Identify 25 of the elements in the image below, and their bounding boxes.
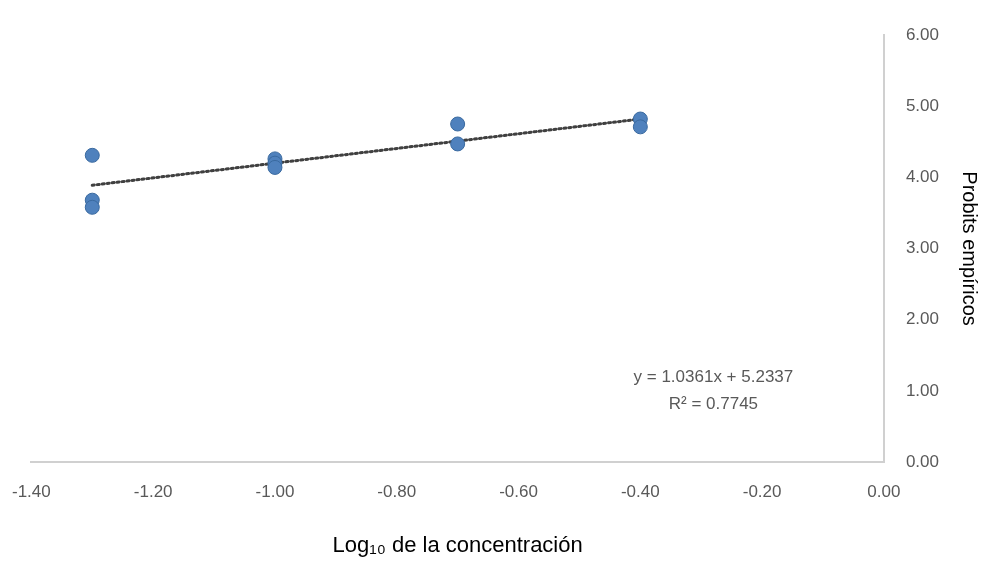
y-tick-label: 1.00 [905, 380, 940, 400]
x-tick-label: -0.80 [377, 482, 417, 502]
y-tick-label: 3.00 [905, 238, 940, 258]
point [267, 159, 283, 175]
y-tick-label: 5.00 [905, 95, 940, 115]
y-tick-label: 2.00 [905, 309, 940, 329]
x-tick-label: -0.40 [620, 482, 660, 502]
x-tick-label: 0.00 [867, 482, 901, 502]
x-tick-label: -0.20 [742, 482, 782, 502]
point [450, 116, 466, 132]
x-axis-title: Log₁₀ de la concentración [332, 531, 583, 557]
annotation: R² = 0.7745 [668, 393, 759, 413]
point [84, 199, 100, 215]
x-tick-label: -1.40 [12, 482, 51, 502]
y-tick-label: 6.00 [905, 24, 940, 44]
point [450, 136, 466, 152]
x-tick-label: -0.60 [499, 482, 538, 502]
point [84, 147, 100, 163]
annotation: y = 1.0361x + 5.2337 [633, 366, 794, 386]
x-tick-label: -1.20 [133, 482, 173, 502]
y-tick-label: 4.00 [905, 167, 940, 187]
x-tick-label: -1.00 [255, 482, 295, 502]
y-axis-title: Probits empíricos [959, 171, 982, 326]
point [632, 119, 648, 135]
y-tick-label: 0.00 [905, 451, 940, 471]
